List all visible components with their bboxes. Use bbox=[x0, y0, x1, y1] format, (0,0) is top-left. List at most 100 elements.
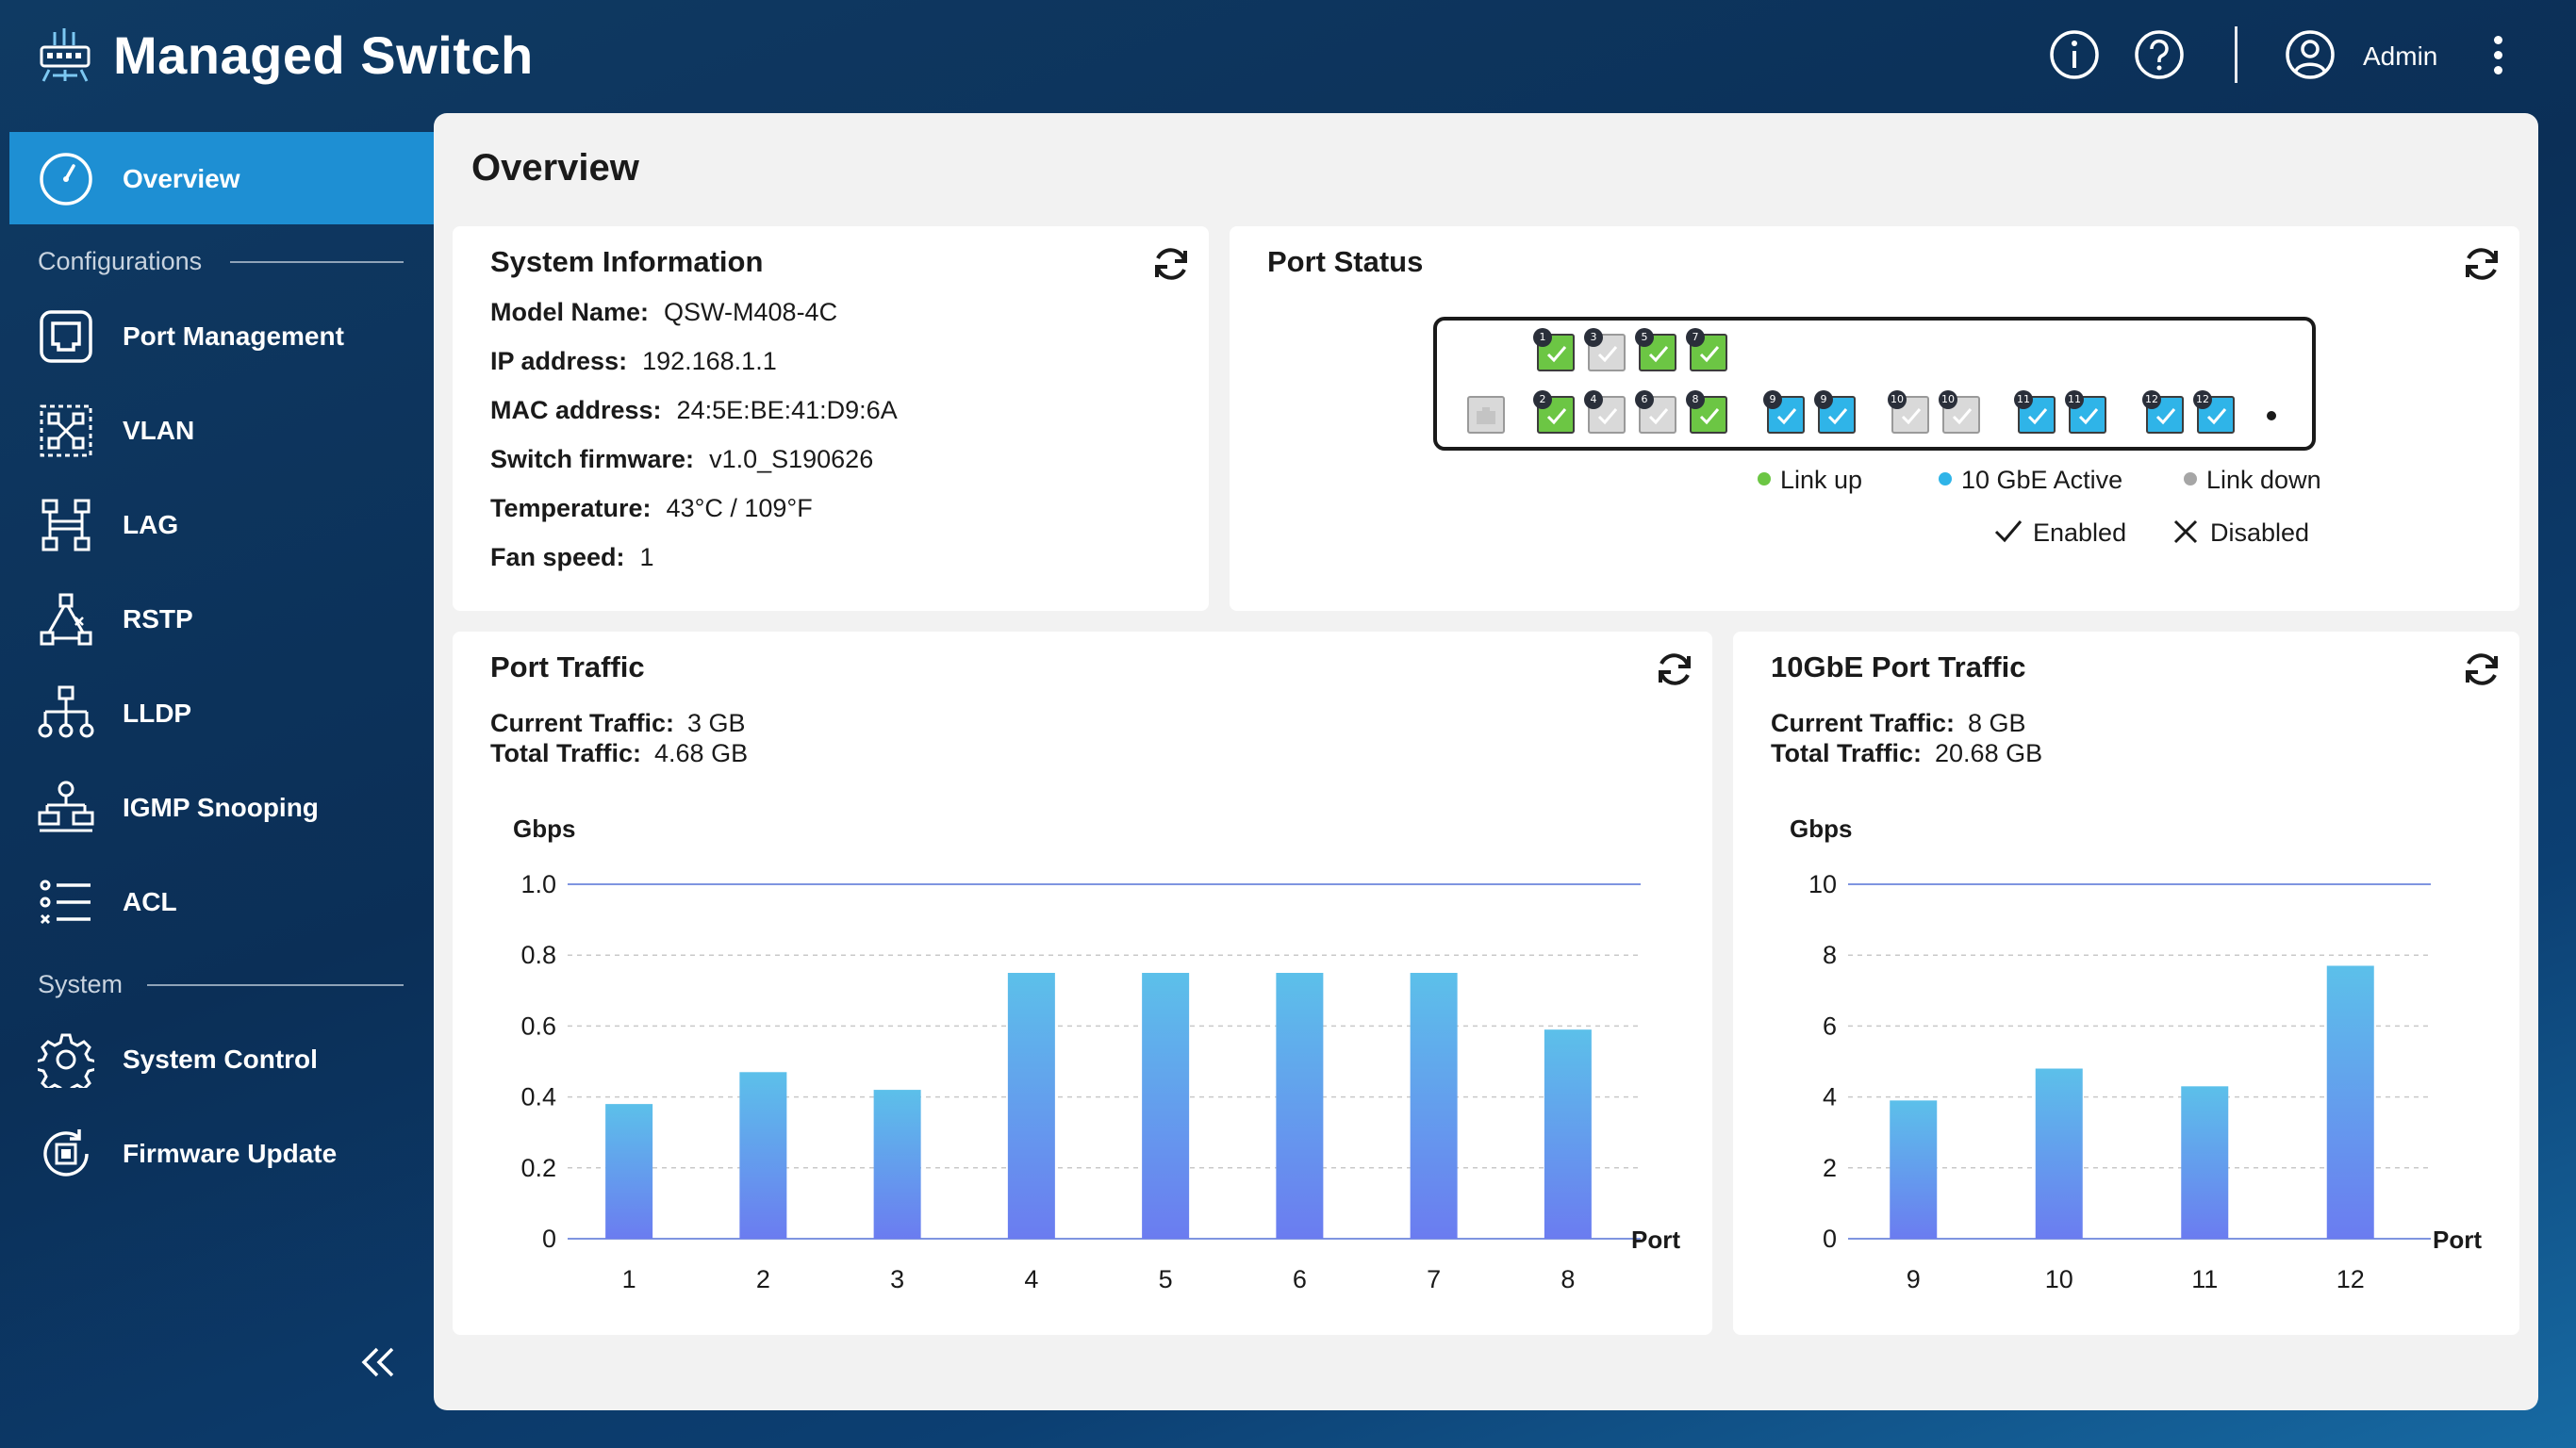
legend-enabled: Enabled bbox=[1993, 518, 2126, 548]
legend-link-down: Link down bbox=[2184, 466, 2321, 495]
port-3[interactable]: 3 bbox=[1584, 328, 1626, 371]
y-tick-label: 6 bbox=[1823, 1012, 1837, 1040]
bar-port-4[interactable] bbox=[1007, 973, 1055, 1239]
sidebar-item-firmware-update[interactable]: Firmware Update bbox=[9, 1107, 434, 1199]
current-traffic: Current Traffic: 8 GB bbox=[1771, 709, 2026, 737]
user-name[interactable]: Admin bbox=[2363, 41, 2438, 71]
bar-port-10[interactable] bbox=[2035, 1068, 2083, 1239]
port-number: 5 bbox=[1635, 328, 1654, 347]
port-11[interactable]: 11 bbox=[2065, 390, 2106, 434]
sidebar-item-vlan[interactable]: VLAN bbox=[9, 384, 434, 476]
bar-port-7[interactable] bbox=[1410, 973, 1458, 1239]
help-icon[interactable] bbox=[2133, 28, 2186, 81]
info-row-mac: MAC address: 24:5E:BE:41:D9:6A bbox=[490, 396, 898, 424]
y-tick-label: 0.6 bbox=[520, 1012, 556, 1040]
bar-port-6[interactable] bbox=[1276, 973, 1324, 1239]
more-vertical-icon[interactable] bbox=[2482, 36, 2514, 77]
card-title: 10GbE Port Traffic bbox=[1771, 650, 2026, 683]
refresh-icon[interactable] bbox=[1654, 649, 1695, 690]
collapse-sidebar-icon[interactable] bbox=[358, 1343, 400, 1381]
sidebar-item-label: LLDP bbox=[123, 699, 192, 728]
x-tick-label: 10 bbox=[2045, 1265, 2073, 1293]
port-console[interactable] bbox=[1467, 396, 1505, 434]
total-traffic: Total Traffic: 20.68 GB bbox=[1771, 739, 2043, 767]
y-tick-label: 8 bbox=[1823, 941, 1837, 969]
info-icon[interactable] bbox=[2048, 28, 2101, 81]
rstp-icon bbox=[40, 593, 92, 646]
x-tick-label: 6 bbox=[1293, 1265, 1307, 1293]
sidebar-item-label: VLAN bbox=[123, 416, 195, 445]
bar-port-11[interactable] bbox=[2181, 1086, 2229, 1239]
x-tick-label: 11 bbox=[2191, 1265, 2218, 1293]
port-traffic-chart: Gbps 0 0.2 0.4 0.6 0.8 1.0 1 2 3 4 5 6 7 8 Port bbox=[513, 814, 1680, 1293]
port-number: 2 bbox=[1533, 390, 1552, 409]
y-axis-label: Gbps bbox=[1790, 814, 1852, 843]
port-traffic-card: Port Traffic Current Traffic: 3 GB Total … bbox=[453, 632, 1712, 1335]
port-9[interactable]: 9 bbox=[1763, 390, 1805, 434]
bar-port-1[interactable] bbox=[605, 1104, 653, 1239]
bar-port-9[interactable] bbox=[1890, 1100, 1938, 1239]
sidebar-item-lag[interactable]: LAG bbox=[9, 478, 434, 570]
lldp-icon bbox=[38, 685, 94, 738]
sidebar-item-overview[interactable]: Overview bbox=[9, 132, 434, 224]
igmp-icon bbox=[38, 781, 94, 832]
user-icon[interactable] bbox=[2284, 28, 2337, 81]
gear-icon bbox=[38, 1033, 94, 1088]
port-7[interactable]: 7 bbox=[1686, 328, 1727, 371]
y-tick-label: 0 bbox=[1823, 1225, 1837, 1253]
sidebar-item-lldp[interactable]: LLDP bbox=[9, 666, 434, 759]
port-2[interactable]: 2 bbox=[1533, 390, 1575, 434]
port-number: 7 bbox=[1686, 328, 1705, 347]
port-status-card: Port Status 1 3 5 7 2 4 6 8 9 9 10 10 11 11 12 12 Link … bbox=[1230, 226, 2519, 611]
bar-port-2[interactable] bbox=[739, 1072, 787, 1239]
port-10[interactable]: 10 bbox=[1939, 390, 1980, 434]
section-divider bbox=[230, 261, 404, 263]
y-tick-label: 0.8 bbox=[520, 941, 556, 969]
card-title: Port Traffic bbox=[490, 650, 645, 683]
legend-10gbe-active: 10 GbE Active bbox=[1939, 466, 2122, 495]
port-8[interactable]: 8 bbox=[1686, 390, 1727, 434]
info-row-model: Model Name: QSW-M408-4C bbox=[490, 298, 838, 326]
system-info-card: System Information Model Name: QSW-M408-4… bbox=[453, 226, 1209, 611]
port-5[interactable]: 5 bbox=[1635, 328, 1676, 371]
y-tick-label: 0 bbox=[542, 1225, 556, 1253]
bar-port-12[interactable] bbox=[2326, 965, 2374, 1239]
sidebar-item-port-management[interactable]: Port Management bbox=[9, 289, 434, 382]
x-tick-label: 8 bbox=[1560, 1265, 1575, 1293]
y-tick-label: 10 bbox=[1808, 870, 1837, 898]
refresh-icon[interactable] bbox=[2461, 243, 2502, 285]
port-number: 10 bbox=[1888, 390, 1907, 409]
sidebar-item-igmp-snooping[interactable]: IGMP Snooping bbox=[9, 761, 434, 853]
port-11[interactable]: 11 bbox=[2014, 390, 2056, 434]
app-header: Managed Switch Admin bbox=[0, 0, 2576, 113]
main-content: Overview System Information Model Name: Q… bbox=[434, 113, 2538, 1410]
port-6[interactable]: 6 bbox=[1635, 390, 1676, 434]
info-row-ip: IP address: 192.168.1.1 bbox=[490, 347, 777, 375]
port-10[interactable]: 10 bbox=[1888, 390, 1929, 434]
info-row-fan-speed: Fan speed: 1 bbox=[490, 543, 654, 571]
port-9[interactable]: 9 bbox=[1814, 390, 1856, 434]
y-tick-label: 1.0 bbox=[520, 870, 556, 898]
close-icon bbox=[2173, 519, 2198, 544]
current-traffic: Current Traffic: 3 GB bbox=[490, 709, 746, 737]
port-1[interactable]: 1 bbox=[1533, 328, 1575, 371]
bar-port-5[interactable] bbox=[1142, 973, 1190, 1239]
sidebar-item-system-control[interactable]: System Control bbox=[9, 1012, 434, 1105]
port-12[interactable]: 12 bbox=[2193, 390, 2235, 434]
bar-port-3[interactable] bbox=[873, 1090, 921, 1239]
refresh-icon[interactable] bbox=[1150, 243, 1192, 285]
refresh-icon[interactable] bbox=[2461, 649, 2502, 690]
port-icon bbox=[40, 310, 92, 363]
sidebar-item-acl[interactable]: ACL bbox=[9, 855, 434, 947]
port-traffic-10g-chart: Gbps 0 2 4 6 8 10 9 10 11 12 Port bbox=[1790, 814, 2482, 1293]
port-12[interactable]: 12 bbox=[2142, 390, 2184, 434]
section-divider bbox=[147, 984, 404, 986]
sidebar-item-rstp[interactable]: RSTP bbox=[9, 572, 434, 665]
port-number: 11 bbox=[2065, 390, 2084, 409]
sidebar-item-label: Overview bbox=[123, 164, 240, 193]
bar-port-8[interactable] bbox=[1544, 1029, 1592, 1239]
port-4[interactable]: 4 bbox=[1584, 390, 1626, 434]
port-number: 9 bbox=[1814, 390, 1833, 409]
port-number: 10 bbox=[1939, 390, 1957, 409]
x-tick-label: 9 bbox=[1907, 1265, 1921, 1293]
